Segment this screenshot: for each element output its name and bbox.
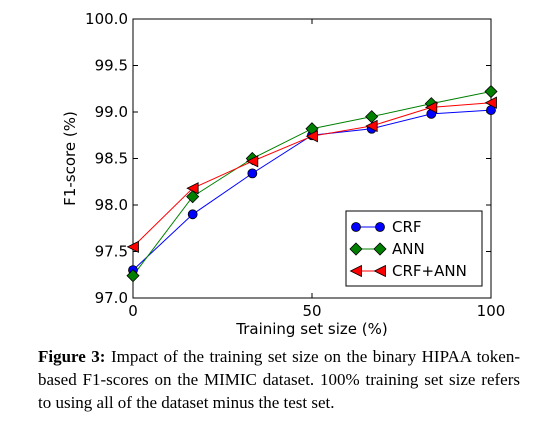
x-tick-label: 50: [302, 302, 321, 320]
data-point-crf-ann: [484, 96, 497, 109]
data-point-ann: [126, 269, 140, 283]
legend-marker: [351, 222, 361, 232]
legend-label: CRF+ANN: [392, 262, 467, 280]
legend-marker: [375, 222, 385, 232]
y-tick-label: 99.0: [95, 103, 128, 121]
y-tick-label: 100.0: [85, 10, 128, 28]
y-tick-label: 97.5: [95, 243, 128, 261]
legend-marker: [349, 264, 362, 278]
caption-text: Impact of the training set size on the b…: [38, 347, 520, 412]
data-point-ann: [186, 190, 200, 204]
data-point-crf-ann: [424, 101, 438, 114]
figure-caption: Figure 3: Impact of the training set siz…: [38, 345, 520, 414]
legend-marker: [373, 264, 386, 278]
y-tick-label: 97.0: [95, 289, 128, 307]
legend-marker: [373, 242, 387, 256]
data-point-crf: [247, 168, 258, 179]
y-tick-label: 99.5: [95, 57, 128, 75]
x-axis-label: Training set size (%): [235, 320, 387, 338]
data-point-crf-ann: [186, 182, 199, 195]
line-chart: 97.0 97.5 98.0 98.5 99.0 99.5 100.0 0 50 100 Train…: [61, 10, 506, 338]
legend-label: ANN: [392, 240, 425, 258]
data-point-ann: [484, 84, 498, 99]
data-point-crf-ann: [245, 155, 259, 168]
caption-label: Figure 3:: [38, 347, 106, 366]
legend-marker: [349, 242, 363, 256]
legend-label: CRF: [392, 218, 422, 236]
y-tick-label: 98.5: [95, 150, 128, 168]
data-point-crf-ann: [305, 130, 318, 143]
y-axis-label: F1-score (%): [61, 111, 79, 206]
data-point-crf: [187, 209, 198, 220]
y-tick-label: 98.0: [95, 196, 128, 214]
data-point-crf-ann: [126, 240, 139, 253]
x-tick-label: 100: [477, 302, 506, 320]
x-tick-label: 0: [128, 302, 138, 320]
data-point-ann: [365, 110, 379, 124]
data-point-crf-ann: [365, 119, 378, 133]
